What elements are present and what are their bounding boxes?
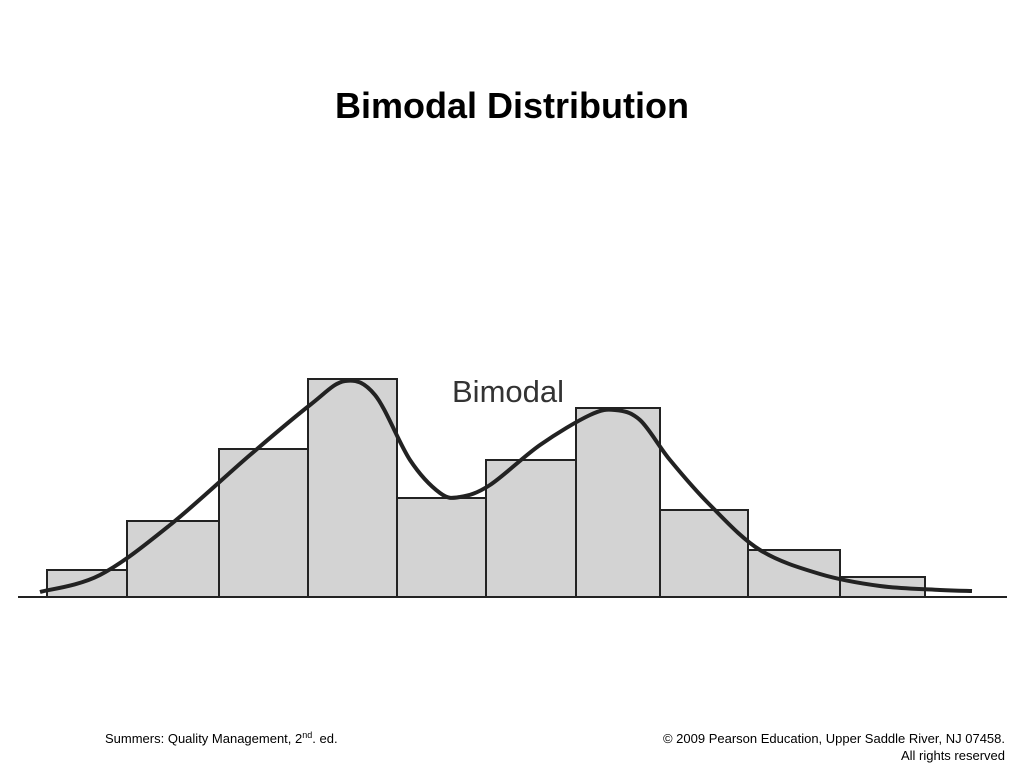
- bar: [396, 497, 487, 598]
- bar: [747, 549, 841, 598]
- bar: [218, 448, 309, 598]
- footer-left: Summers: Quality Management, 2nd. ed.: [105, 730, 338, 746]
- footer-right: All rights reserved: [901, 748, 1005, 763]
- bar: [659, 509, 749, 598]
- footer-text: Summers: Quality Management, 2: [105, 731, 302, 746]
- footer-right: © 2009 Pearson Education, Upper Saddle R…: [663, 731, 1005, 746]
- bar: [307, 378, 398, 598]
- bar: [485, 459, 577, 598]
- footer-text: . ed.: [312, 731, 337, 746]
- bar: [46, 569, 128, 598]
- chart-title: Bimodal Distribution: [335, 85, 689, 126]
- bar: [126, 520, 220, 598]
- bar: [575, 407, 661, 598]
- footer-sup: nd: [302, 730, 312, 740]
- density-curve: [39, 378, 973, 594]
- annotation: Bimodal: [452, 374, 564, 409]
